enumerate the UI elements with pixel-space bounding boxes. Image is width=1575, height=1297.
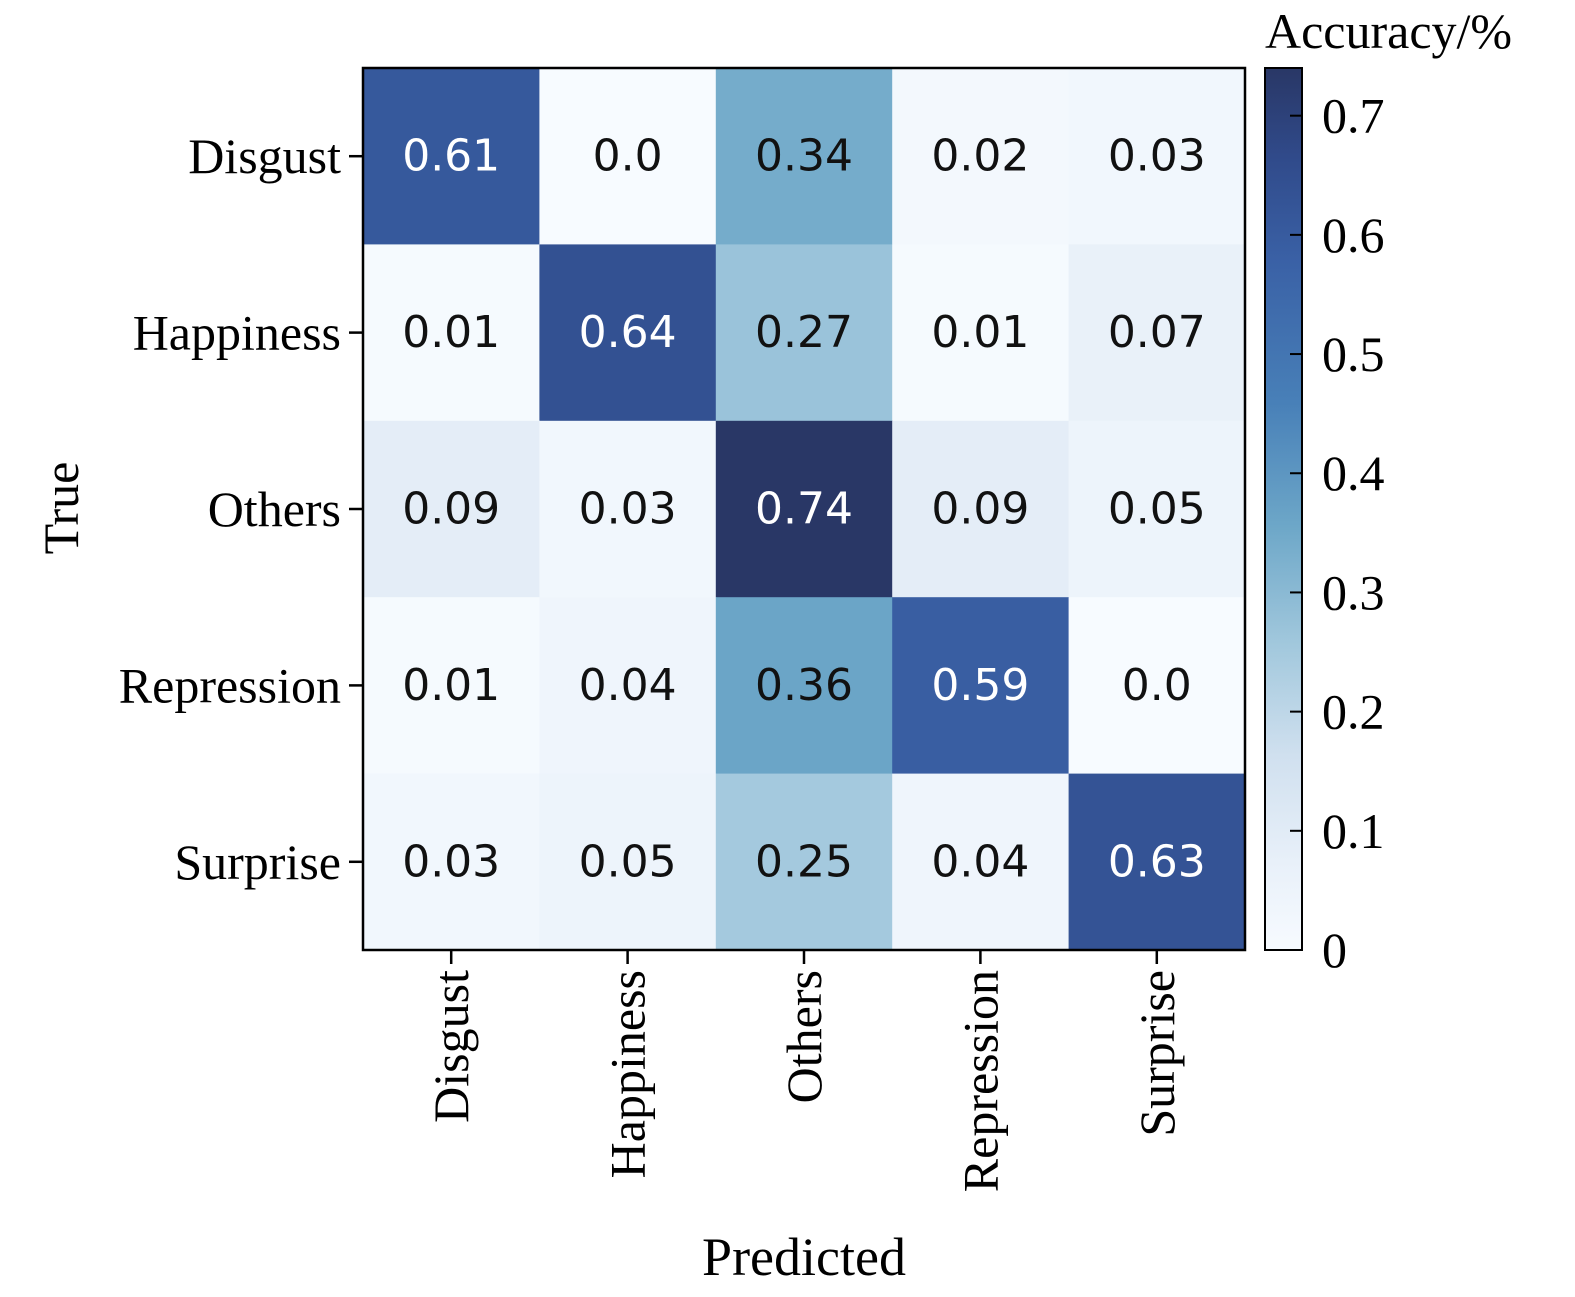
cell-others-disgust (363, 420, 540, 598)
y-tick-label-surprise: Surprise (174, 834, 341, 890)
colorbar-tick-label: 0.3 (1322, 564, 1385, 620)
y-tick-label-disgust: Disgust (188, 128, 341, 184)
colorbar-ticks: 0 0.1 0.2 0.3 0.4 0.5 0.6 0.7 (1290, 88, 1385, 978)
cell-value-label: 0.0 (593, 131, 663, 182)
x-tick-label-disgust: Disgust (423, 970, 479, 1123)
cell-value-label: 0.01 (402, 660, 500, 711)
colorbar-tick-label: 0.1 (1322, 803, 1385, 859)
cell-happiness-repression (892, 244, 1070, 422)
cell-happiness-happiness (539, 244, 717, 422)
cell-value-label: 0.59 (931, 660, 1029, 711)
cell-surprise-happiness (539, 773, 717, 951)
cell-value-label: 0.36 (755, 660, 853, 711)
colorbar-tick-label: 0 (1322, 922, 1347, 978)
cell-surprise-disgust (363, 773, 540, 951)
cell-others-happiness (539, 420, 717, 598)
y-tick-label-others: Others (208, 481, 341, 537)
colorbar-label: Accuracy/% (1265, 3, 1512, 59)
cell-value-label: 0.64 (579, 307, 677, 358)
cell-value-label: 0.07 (1108, 307, 1206, 358)
cell-others-surprise (1068, 420, 1246, 598)
x-tick-label-surprise: Surprise (1129, 970, 1185, 1137)
y-axis-ticks: Disgust Happiness Others Repression Surprise (119, 128, 363, 890)
y-tick-label-happiness: Happiness (133, 305, 341, 361)
cell-happiness-disgust (363, 244, 540, 422)
x-axis-ticks: Disgust Happiness Others Repression Surprise (423, 950, 1185, 1192)
cell-value-label: 0.03 (402, 836, 500, 887)
cell-value-label: 0.09 (931, 484, 1029, 535)
cell-value-label: 0.01 (402, 307, 500, 358)
colorbar-tick-label: 0.2 (1322, 684, 1385, 740)
cell-repression-disgust (363, 597, 540, 775)
cell-value-label: 0.63 (1108, 836, 1206, 887)
cell-others-repression (892, 420, 1070, 598)
colorbar-tick-label: 0.6 (1322, 207, 1385, 263)
cell-value-label: 0.34 (755, 131, 853, 182)
x-tick-label-happiness: Happiness (600, 970, 656, 1178)
cell-repression-happiness (539, 597, 717, 775)
cell-value-label: 0.05 (579, 836, 677, 887)
cell-value-label: 0.05 (1108, 484, 1206, 535)
cell-value-label: 0.04 (931, 836, 1029, 887)
cell-repression-surprise (1068, 597, 1246, 775)
x-axis-label: Predicted (702, 1227, 906, 1287)
cell-value-label: 0.04 (579, 660, 677, 711)
heatmap-cells (363, 68, 1246, 951)
cell-value-label: 0.0 (1122, 660, 1192, 711)
y-axis-label: True (33, 462, 89, 555)
cell-value-label: 0.61 (402, 131, 500, 182)
colorbar-tick-label: 0.4 (1322, 445, 1385, 501)
y-tick-label-repression: Repression (119, 657, 341, 713)
colorbar-tick-label: 0.5 (1322, 326, 1385, 382)
cell-value-label: 0.01 (931, 307, 1029, 358)
x-tick-label-repression: Repression (952, 970, 1008, 1192)
cell-happiness-surprise (1068, 244, 1246, 422)
cell-value-label: 0.09 (402, 484, 500, 535)
cell-repression-repression (892, 597, 1070, 775)
cell-disgust-others (715, 68, 893, 245)
x-tick-label-others: Others (776, 970, 832, 1103)
cell-disgust-surprise (1068, 68, 1246, 245)
cell-others-others (715, 420, 893, 598)
cell-surprise-repression (892, 773, 1070, 951)
cell-disgust-repression (892, 68, 1070, 245)
cell-surprise-surprise (1068, 773, 1246, 951)
cell-value-label: 0.74 (755, 484, 853, 535)
cell-value-label: 0.25 (755, 836, 853, 887)
cell-value-label: 0.27 (755, 307, 853, 358)
cell-disgust-happiness (539, 68, 717, 245)
cell-disgust-disgust (363, 68, 540, 245)
cell-value-labels: 0.61 0.0 0.34 0.02 0.03 0.01 0.64 0.27 0.01 0.07 0… (402, 131, 1206, 888)
cell-surprise-others (715, 773, 893, 951)
cell-happiness-others (715, 244, 893, 422)
colorbar (1264, 67, 1303, 951)
cell-value-label: 0.03 (1108, 131, 1206, 182)
cell-value-label: 0.03 (579, 484, 677, 535)
colorbar-tick-label: 0.7 (1322, 88, 1385, 144)
cell-repression-others (715, 597, 893, 775)
cell-value-label: 0.02 (931, 131, 1029, 182)
